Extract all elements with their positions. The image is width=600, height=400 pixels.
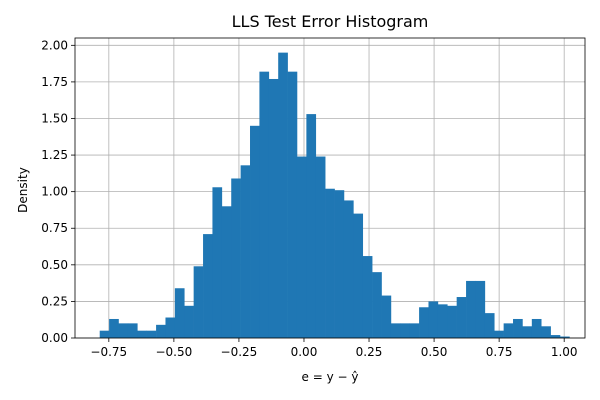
histogram-bar xyxy=(137,330,147,338)
histogram-bar xyxy=(259,71,270,338)
histogram-bar xyxy=(306,114,317,338)
histogram-bar xyxy=(287,71,298,338)
histogram-bar xyxy=(278,52,288,338)
y-tick-label: 1.75 xyxy=(41,75,68,89)
histogram-bar xyxy=(127,323,138,338)
histogram-bar xyxy=(400,323,411,338)
histogram-bar xyxy=(250,125,260,339)
histogram-bar xyxy=(184,305,194,338)
histogram-bar xyxy=(268,78,279,338)
histogram-bar xyxy=(221,206,232,338)
histogram-bar xyxy=(484,313,495,338)
histogram-bar xyxy=(146,330,157,338)
histogram-bar xyxy=(456,297,467,338)
histogram-bar xyxy=(494,330,504,338)
histogram-bar xyxy=(447,305,457,338)
ticks: −0.75 −0.50 −0.25 0.00 0.25 0.50 0.75 1.00 0.00 0… xyxy=(41,38,577,359)
histogram-bar xyxy=(531,318,542,338)
histogram-bar xyxy=(118,323,129,338)
histogram-bar xyxy=(475,280,486,338)
histogram-bar xyxy=(174,288,185,338)
histogram-bar xyxy=(362,256,373,338)
histogram-bar xyxy=(99,330,110,338)
x-tick-label: −0.75 xyxy=(90,345,127,359)
y-tick-label: 1.50 xyxy=(41,111,68,125)
histogram-bar xyxy=(428,301,439,338)
y-tick-label: 0.50 xyxy=(41,258,68,272)
histogram-bar xyxy=(522,326,533,338)
x-tick-label: 0.50 xyxy=(421,345,448,359)
histogram-bar xyxy=(325,188,335,338)
histogram-bar xyxy=(466,280,476,338)
x-tick-label: 0.75 xyxy=(486,345,513,359)
histogram-bar xyxy=(231,178,241,338)
y-tick-label: 1.25 xyxy=(41,148,68,162)
histogram-bars xyxy=(99,52,570,339)
histogram-bar xyxy=(203,234,213,338)
x-tick-label: 1.00 xyxy=(551,345,578,359)
histogram-bar xyxy=(559,336,570,338)
histogram-bar xyxy=(296,156,307,338)
histogram-bar xyxy=(550,335,561,338)
histogram-bar xyxy=(437,304,448,338)
histogram-bar xyxy=(409,323,420,338)
plot-frame xyxy=(74,37,586,339)
y-tick-label: 0.00 xyxy=(41,331,68,345)
histogram-bar xyxy=(541,326,551,338)
histogram-bar xyxy=(503,323,514,338)
y-axis-label: Density xyxy=(16,167,30,213)
axes xyxy=(74,37,586,339)
x-tick-label: 0.00 xyxy=(291,345,318,359)
histogram-bar xyxy=(240,165,251,338)
y-tick-label: 0.25 xyxy=(41,294,68,308)
histogram-bar xyxy=(381,295,392,338)
histogram-bar xyxy=(165,317,176,338)
y-tick-label: 1.00 xyxy=(41,185,68,199)
histogram-bar xyxy=(334,190,345,338)
histogram-bar xyxy=(343,200,354,338)
histogram-bar xyxy=(372,272,382,338)
histogram-bar xyxy=(109,318,119,338)
histogram-bar xyxy=(156,324,166,338)
y-tick-label: 0.75 xyxy=(41,221,68,235)
histogram-bar xyxy=(513,318,523,338)
y-tick-label: 2.00 xyxy=(41,38,68,52)
x-axis-label: e = y − ŷ xyxy=(302,370,359,384)
x-tick-label: −0.50 xyxy=(155,345,192,359)
histogram-bar xyxy=(353,213,364,338)
histogram-bar xyxy=(419,307,429,338)
histogram-bar xyxy=(193,266,204,338)
histogram-bar xyxy=(212,187,223,338)
histogram-bar xyxy=(315,156,326,338)
x-tick-label: −0.25 xyxy=(221,345,258,359)
histogram-bar xyxy=(390,323,401,338)
x-tick-label: 0.25 xyxy=(356,345,383,359)
chart-title: LLS Test Error Histogram xyxy=(232,12,429,31)
